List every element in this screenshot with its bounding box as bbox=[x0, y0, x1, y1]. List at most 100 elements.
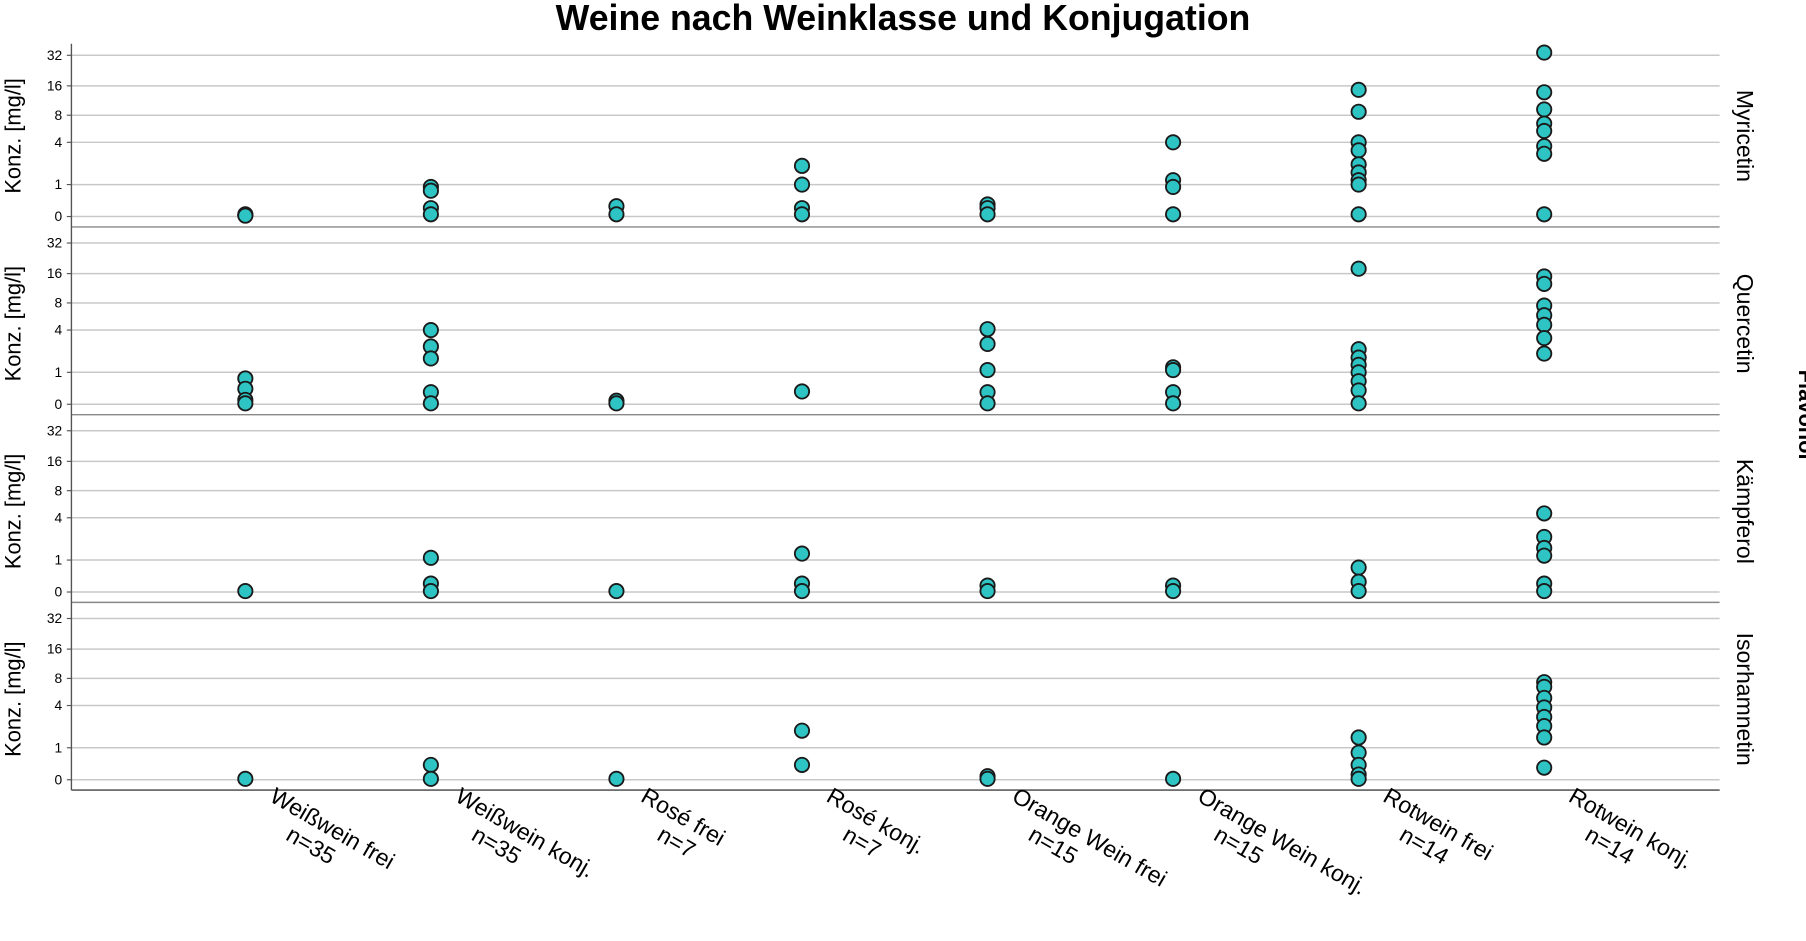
y-tick-label: 0 bbox=[55, 584, 63, 600]
dot bbox=[1165, 134, 1182, 151]
panel-name: Isorhamnetin bbox=[1732, 633, 1758, 766]
y-tick-label: 32 bbox=[47, 235, 62, 251]
dot bbox=[1350, 142, 1367, 159]
dot bbox=[1536, 44, 1553, 61]
y-tick-label: 32 bbox=[47, 422, 62, 438]
dot bbox=[979, 206, 996, 223]
y-axis-label: Konz. [mg/l] bbox=[1, 454, 26, 570]
dot bbox=[422, 182, 439, 199]
dot bbox=[1350, 260, 1367, 277]
dot bbox=[793, 722, 811, 739]
dot bbox=[1536, 206, 1553, 223]
dot bbox=[1536, 759, 1553, 776]
dot bbox=[1536, 122, 1553, 139]
y-tick-label: 4 bbox=[55, 509, 63, 525]
dot bbox=[793, 176, 811, 193]
dot bbox=[979, 583, 996, 600]
dot bbox=[237, 770, 254, 787]
dot bbox=[1536, 345, 1553, 362]
dot bbox=[793, 545, 811, 562]
dot bbox=[422, 770, 439, 787]
x-tick-label: Weißwein frei bbox=[266, 782, 399, 874]
dot bbox=[1350, 770, 1367, 787]
dot bbox=[422, 321, 439, 339]
dot bbox=[422, 206, 439, 223]
x-tick-label-group: Weißwein konj.n=35 bbox=[451, 782, 599, 882]
dot bbox=[608, 583, 625, 600]
y-tick-label: 16 bbox=[47, 453, 63, 469]
y-tick-label: 4 bbox=[55, 697, 63, 713]
dot bbox=[1536, 145, 1553, 162]
x-tick-label-group: Orange Wein konj.n=15 bbox=[1194, 782, 1372, 900]
y-axis-label: Konz. [mg/l] bbox=[1, 78, 26, 194]
panel-name: Quercetin bbox=[1732, 274, 1758, 374]
dot bbox=[979, 395, 996, 412]
y-tick-label: 8 bbox=[55, 107, 63, 123]
dot bbox=[1350, 583, 1367, 600]
dot bbox=[1536, 84, 1553, 101]
dot bbox=[1536, 729, 1553, 746]
y-tick-label: 4 bbox=[55, 322, 63, 338]
dot bbox=[1165, 395, 1182, 412]
y-tick-label: 1 bbox=[55, 552, 63, 568]
dot bbox=[793, 756, 811, 773]
dot bbox=[1536, 583, 1553, 600]
dot bbox=[979, 361, 996, 379]
dot bbox=[1165, 206, 1182, 223]
dot bbox=[237, 207, 254, 224]
dot bbox=[1536, 505, 1553, 522]
dot bbox=[979, 321, 996, 338]
y-axis-label: Konz. [mg/l] bbox=[1, 641, 26, 757]
dot bbox=[1536, 275, 1553, 292]
dot bbox=[1536, 547, 1553, 564]
dot bbox=[1536, 330, 1553, 347]
dot bbox=[1536, 316, 1553, 333]
dot bbox=[237, 583, 254, 600]
dot bbox=[422, 395, 439, 412]
y-tick-label: 1 bbox=[55, 739, 63, 755]
dot bbox=[1350, 395, 1367, 412]
panel-name: Kämpferol bbox=[1732, 459, 1758, 564]
y-tick-label: 16 bbox=[47, 265, 63, 281]
dot bbox=[1165, 178, 1182, 195]
y-tick-label: 4 bbox=[55, 134, 63, 150]
y-tick-label: 16 bbox=[47, 641, 63, 657]
dot bbox=[793, 206, 811, 223]
y-tick-label: 16 bbox=[47, 77, 63, 93]
dot bbox=[1165, 583, 1182, 600]
x-tick-label-group: Rosé konj.n=7 bbox=[823, 782, 930, 863]
dot bbox=[1350, 206, 1367, 223]
chart-title: Weine nach Weinklasse und Konjugation bbox=[556, 0, 1251, 38]
dot bbox=[608, 395, 625, 412]
dot bbox=[1165, 770, 1182, 787]
y-tick-label: 0 bbox=[55, 208, 63, 224]
dot bbox=[1536, 101, 1553, 118]
dot bbox=[608, 770, 625, 787]
dot bbox=[1350, 81, 1367, 98]
dot bbox=[1350, 559, 1367, 576]
dot bbox=[237, 395, 254, 412]
dot bbox=[1350, 729, 1367, 746]
dot bbox=[793, 583, 811, 600]
dot bbox=[1350, 103, 1367, 120]
dot bbox=[608, 206, 625, 223]
dot bbox=[422, 549, 439, 566]
y-tick-label: 32 bbox=[47, 610, 62, 626]
panel-name: Myricetin bbox=[1732, 90, 1758, 182]
y-tick-label: 8 bbox=[55, 482, 63, 498]
x-tick-label-group: Rotwein konj.n=14 bbox=[1565, 782, 1698, 874]
dot bbox=[979, 770, 996, 787]
y-tick-label: 8 bbox=[55, 670, 63, 686]
facet-label: Flavonol bbox=[1794, 370, 1806, 460]
dot bbox=[422, 583, 439, 600]
y-tick-label: 1 bbox=[55, 364, 63, 380]
dot bbox=[422, 756, 439, 773]
y-tick-label: 0 bbox=[55, 771, 63, 787]
y-tick-label: 8 bbox=[55, 295, 63, 311]
dot bbox=[793, 383, 811, 400]
